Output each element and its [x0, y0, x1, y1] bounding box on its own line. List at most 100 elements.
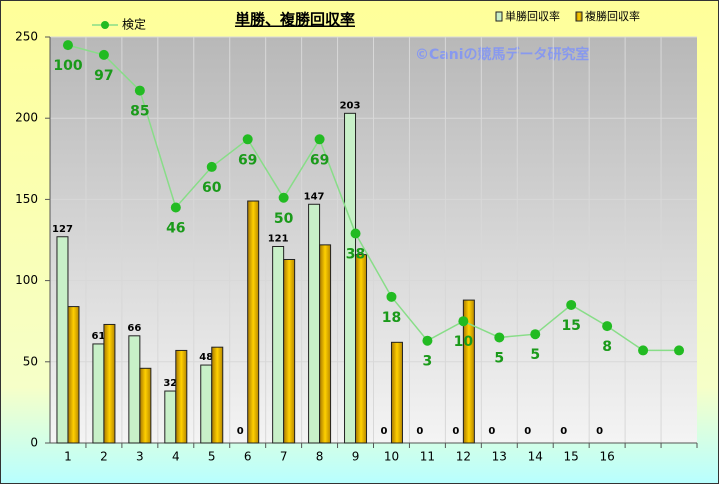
bar [355, 254, 368, 444]
point-label: 8 [602, 339, 612, 355]
marker [458, 316, 469, 327]
data-label: 0 [452, 426, 459, 437]
bar [56, 236, 69, 444]
point-label: 15 [561, 318, 580, 334]
point-label: 50 [274, 211, 294, 227]
y-tick-label: 200 [15, 111, 38, 125]
bar [211, 346, 224, 444]
legend-label: 検定 [122, 17, 146, 32]
data-label: 0 [237, 426, 244, 437]
chart-title: 単勝、複勝回収率 [235, 11, 355, 29]
bar [390, 341, 403, 444]
x-tick-label: 13 [492, 450, 507, 464]
marker [494, 332, 505, 343]
legend-marker [101, 21, 109, 29]
x-tick-label: 10 [384, 450, 399, 464]
marker [602, 321, 613, 332]
watermark: ©Caniの競馬データ研究室 [415, 46, 590, 63]
y-tick-label: 0 [30, 436, 38, 450]
legend-label: 複勝回収率 [585, 9, 640, 23]
data-label: 48 [199, 352, 213, 363]
x-tick-label: 11 [420, 450, 435, 464]
x-tick-label: 12 [456, 450, 471, 464]
data-label: 0 [560, 426, 567, 437]
point-label: 3 [423, 354, 433, 370]
bar [67, 306, 80, 444]
bar [103, 323, 116, 444]
point-label: 38 [346, 247, 365, 263]
point-label: 5 [494, 350, 504, 366]
x-tick-label: 16 [599, 450, 614, 464]
point-label: 97 [94, 68, 113, 84]
bar [283, 258, 296, 444]
data-label: 61 [91, 331, 105, 342]
marker [98, 49, 109, 60]
point-label: 85 [130, 104, 149, 120]
data-label: 0 [380, 426, 387, 437]
legend-swatch [495, 11, 503, 22]
bar [200, 364, 213, 444]
x-tick-label: 7 [280, 450, 288, 464]
point-label: 69 [238, 152, 257, 168]
point-label: 18 [382, 310, 401, 326]
data-label: 66 [127, 323, 141, 334]
line [67, 44, 680, 352]
legend-label: 単勝回収率 [505, 9, 560, 23]
bar [272, 245, 285, 444]
data-label: 127 [52, 224, 73, 235]
y-tick-label: 100 [15, 273, 38, 287]
bar [319, 244, 332, 444]
data-label: 0 [596, 426, 603, 437]
data-label: 32 [163, 378, 177, 389]
marker [206, 161, 217, 172]
point-label: 100 [53, 58, 82, 74]
x-tick-label: 3 [136, 450, 144, 464]
marker [134, 85, 145, 96]
point-label: 5 [530, 347, 540, 363]
marker [674, 345, 685, 356]
point-label: 46 [166, 221, 185, 237]
marker [350, 228, 361, 239]
marker [386, 291, 397, 302]
marker [242, 134, 253, 145]
y-tick-label: 250 [15, 30, 38, 44]
point-label: 60 [202, 180, 222, 196]
data-label: 203 [340, 100, 361, 111]
data-label: 121 [268, 233, 289, 244]
bar [92, 343, 105, 444]
bar [175, 349, 188, 444]
data-label: 0 [488, 426, 495, 437]
legend-swatch [575, 11, 583, 22]
marker [314, 134, 325, 145]
x-tick-label: 9 [352, 450, 360, 464]
x-tick-label: 15 [564, 450, 579, 464]
y-tick-label: 150 [15, 192, 38, 206]
bar [128, 335, 141, 444]
bar [344, 112, 357, 444]
marker [530, 329, 541, 340]
data-label: 0 [416, 426, 423, 437]
x-tick-label: 8 [316, 450, 324, 464]
marker [170, 202, 181, 213]
bar [164, 390, 177, 444]
marker [638, 345, 649, 356]
marker [422, 335, 433, 346]
marker [62, 40, 73, 51]
x-tick-label: 6 [244, 450, 252, 464]
bar [308, 203, 321, 444]
x-tick-label: 1 [64, 450, 72, 464]
data-label: 0 [524, 426, 531, 437]
marker [566, 299, 577, 310]
x-tick-label: 5 [208, 450, 216, 464]
bar [462, 299, 475, 444]
point-label: 10 [454, 334, 474, 350]
point-label: 69 [310, 152, 329, 168]
x-tick-label: 4 [172, 450, 180, 464]
bar [139, 367, 152, 444]
x-tick-label: 14 [528, 450, 543, 464]
data-label: 147 [304, 191, 325, 202]
marker [278, 192, 289, 203]
bar [247, 200, 260, 444]
x-tick-label: 2 [100, 450, 108, 464]
